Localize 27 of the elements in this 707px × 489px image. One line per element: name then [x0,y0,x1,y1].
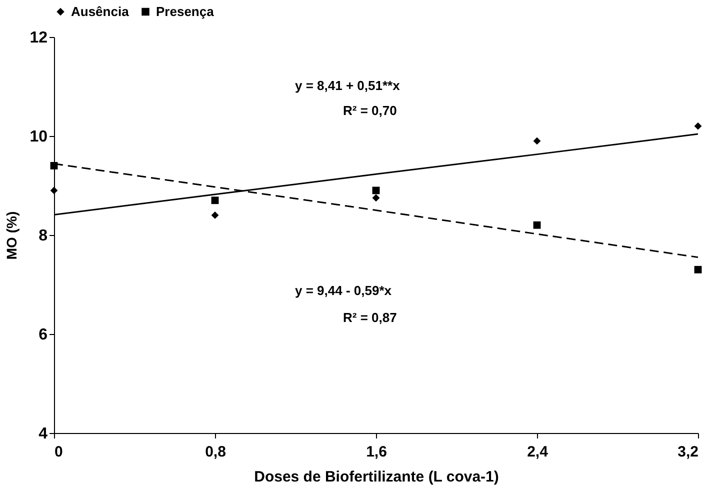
legend-label: Presença [156,4,215,19]
point [694,266,702,274]
annotation: R² = 0,87 [343,310,397,325]
point [211,211,219,219]
point [694,122,702,130]
point [50,186,58,194]
y-tick-label: 10 [30,128,48,146]
y-tick-label: 8 [38,228,48,244]
point [533,221,541,229]
x-tick-label: 0 [54,444,63,460]
y-tick-label: 12 [30,30,48,46]
point [533,137,541,145]
annotation: R² = 0,70 [343,103,397,118]
annotation: y = 9,44 - 0,59*x [295,283,392,298]
point [211,196,219,204]
point [372,194,380,202]
legend-label: Ausência [71,4,130,19]
x-tick-label: 0,8 [205,444,226,460]
y-axis-title: MO (%) [4,211,20,260]
point [372,186,380,194]
y-tick-label: 6 [38,326,48,344]
y-tick-label: 4 [38,426,48,442]
annotation: y = 8,41 + 0,51**x [295,78,401,93]
x-tick-label: 3,2 [678,444,698,460]
x-axis-title: Doses de Biofertilizante (L cova-1) [254,468,499,486]
x-tick-label: 1,6 [366,444,387,460]
x-tick-label: 2,4 [527,444,549,460]
